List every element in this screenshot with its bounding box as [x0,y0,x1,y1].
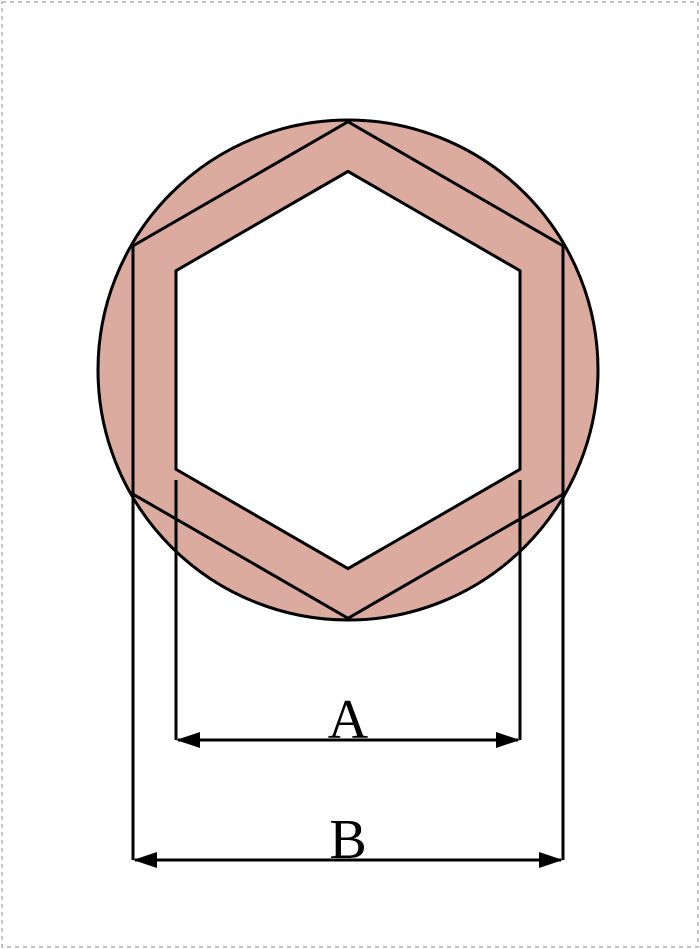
diagram-stage: A B [0,0,700,949]
dimension-label-b: B [268,808,428,872]
socket-body [98,120,598,620]
dimension-label-a: A [268,688,428,752]
cross-section-svg [0,0,700,949]
